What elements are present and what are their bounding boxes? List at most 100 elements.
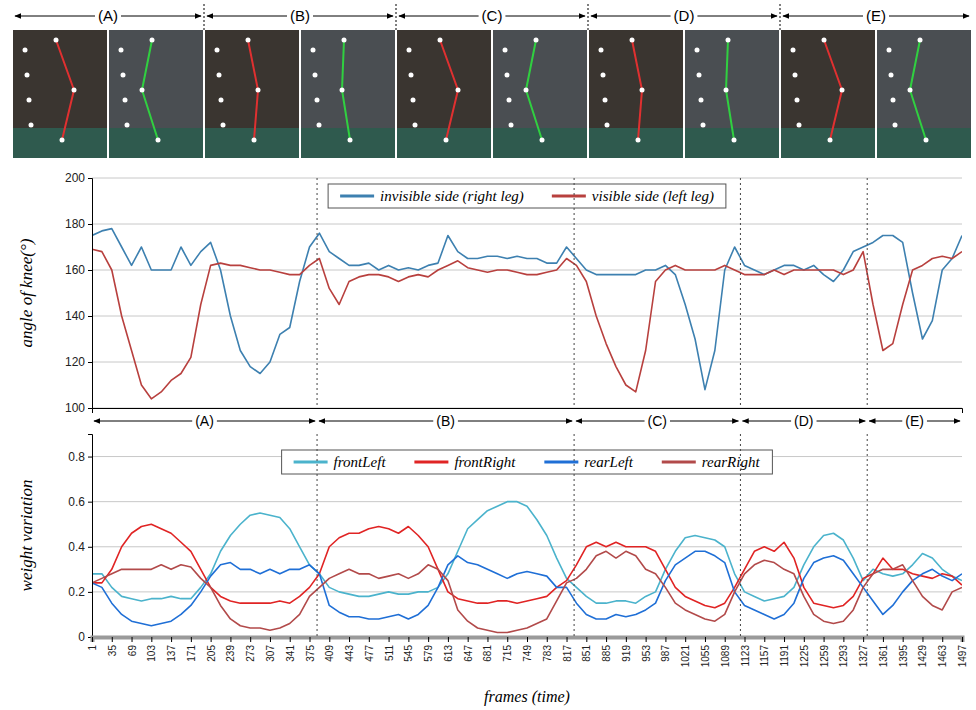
marker-dot [534, 38, 539, 43]
grid-line [92, 224, 962, 225]
legend-swatch [340, 195, 374, 198]
legend-label: frontLeft [334, 454, 387, 470]
phase-label: (A) [195, 413, 214, 429]
x-tick: 477 [364, 637, 375, 662]
marker-dot [701, 123, 706, 128]
x-tick-mark [487, 637, 488, 642]
x-tick-label: 1463 [937, 645, 948, 668]
x-tick-mark [310, 637, 311, 642]
x-tick: 205 [206, 637, 217, 662]
marker-dot [25, 73, 30, 78]
marker-dot [795, 98, 800, 103]
x-tick: 1123 [740, 637, 751, 667]
y-tick: 0.8 [68, 450, 92, 464]
marker-dot [150, 38, 155, 43]
x-tick-label: 1157 [759, 645, 770, 667]
marker-dot [791, 48, 796, 53]
x-tick: 919 [621, 637, 632, 662]
y-axis-title: weight variation [17, 480, 36, 592]
marker-dot [893, 123, 898, 128]
y-tick: 120 [65, 355, 92, 369]
grid-line [92, 178, 962, 179]
section-divider [204, 4, 205, 30]
x-tick-label: 443 [344, 645, 355, 662]
x-tick: 35 [107, 637, 118, 656]
x-tick: 1395 [898, 637, 909, 667]
legend-item: rearLeft [544, 454, 633, 470]
marker-dot [311, 48, 316, 53]
x-tick-label: 171 [186, 645, 197, 662]
phase-boundary [574, 434, 575, 637]
photo [301, 30, 395, 158]
x-tick: 681 [482, 637, 493, 662]
y-axis-line [88, 435, 93, 638]
x-tick: 885 [601, 637, 612, 662]
marker-dot [256, 88, 261, 93]
y-tick: 0.2 [68, 585, 92, 599]
y-tick-label: 0.2 [68, 585, 85, 599]
leg-marker-line [824, 40, 842, 140]
phase-boundary [867, 434, 868, 637]
y-tick: 0.6 [68, 495, 92, 509]
figure: (A)(B)(C)(D)(E)100120140160180200angle o… [0, 0, 976, 710]
marker-dot [219, 98, 224, 103]
x-tick-mark [942, 637, 943, 642]
photo-frame [781, 30, 875, 158]
marker-dot [697, 73, 702, 78]
marker-dot [918, 38, 923, 43]
x-tick-label: 613 [443, 645, 454, 662]
y-tick-mark [88, 178, 92, 179]
y-tick: 180 [65, 217, 92, 231]
x-tick: 375 [305, 637, 316, 662]
photo-strip: (A)(B)(C)(D)(E) [13, 4, 971, 158]
x-tick-label: 137 [166, 645, 177, 662]
x-tick: 409 [324, 637, 335, 662]
legend-swatch [414, 461, 448, 464]
x-tick-mark [606, 637, 607, 642]
photo-frame [13, 30, 107, 158]
photo-floor [781, 128, 875, 158]
y-tick-mark [88, 408, 92, 409]
y-tick-mark [88, 547, 92, 548]
x-tick-mark [92, 637, 93, 642]
phase-label: (D) [794, 413, 813, 429]
marker-dot [411, 98, 416, 103]
y-tick: 0.4 [68, 540, 92, 554]
x-tick-label: 1327 [858, 645, 869, 668]
x-tick: 749 [522, 637, 533, 662]
phase-label: (E) [905, 413, 924, 429]
legend-label: rearRight [702, 454, 761, 470]
photo-floor [397, 128, 491, 158]
marker-dot [54, 38, 59, 43]
photo-frame [877, 30, 971, 158]
marker-dot [732, 138, 737, 143]
x-tick: 647 [463, 637, 474, 662]
x-tick-mark [705, 637, 706, 642]
x-tick-label: 273 [245, 645, 256, 662]
legend-label: rearLeft [584, 454, 633, 470]
x-tick-mark [804, 637, 805, 642]
y-tick: 140 [65, 309, 92, 323]
marker-dot [726, 38, 731, 43]
legend-swatch [544, 461, 578, 464]
y-tick: 0 [78, 630, 92, 644]
x-tick-mark [685, 637, 686, 642]
section-divider [780, 4, 781, 30]
section-label: (D) [674, 7, 695, 24]
marker-dot [505, 73, 510, 78]
x-tick-label: 1497 [957, 645, 968, 668]
y-tick-mark [88, 224, 92, 225]
y-tick-mark [88, 502, 92, 503]
legend-label: invisible side (right leg) [380, 188, 524, 205]
x-tick: 817 [562, 637, 573, 662]
section-label: (A) [98, 7, 118, 24]
x-tick-mark [250, 637, 251, 642]
x-tick-mark [230, 637, 231, 642]
x-tick-label: 749 [522, 645, 533, 662]
x-tick-mark [349, 637, 350, 642]
x-tick: 341 [285, 637, 296, 662]
photo-frame [589, 30, 683, 158]
chart: 100120140160180200angle of knee(°)invisi… [17, 171, 963, 415]
x-tick-mark [824, 637, 825, 642]
marker-dot [887, 48, 892, 53]
